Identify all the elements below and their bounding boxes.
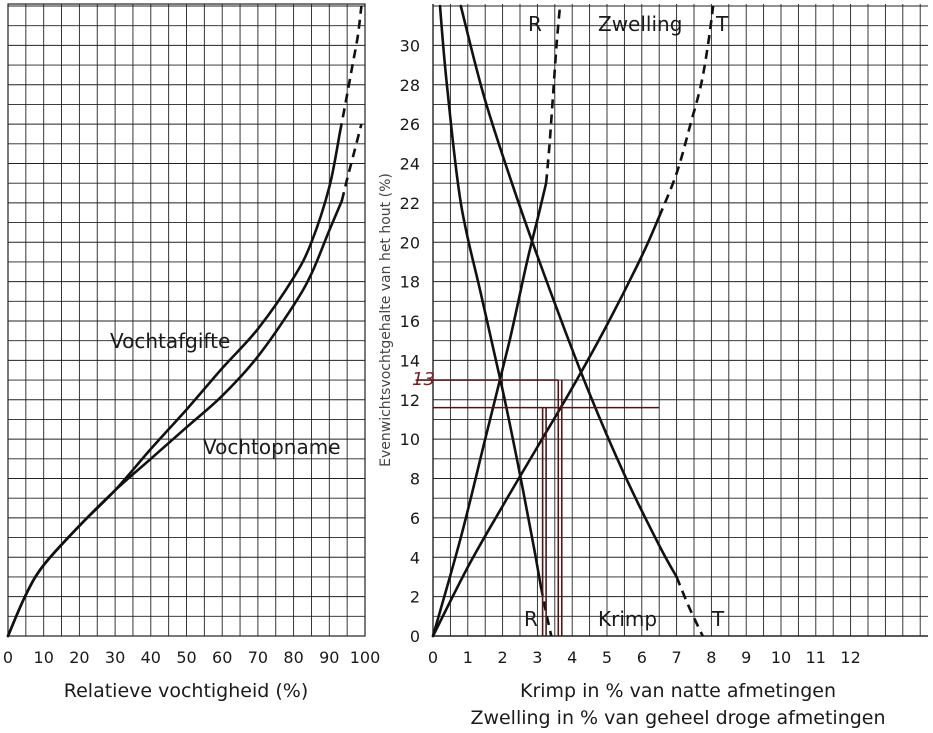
right-x-tick-label: 5	[602, 648, 612, 667]
right-x-tick-label: 2	[498, 648, 508, 667]
left-series-vochtafgifte-dashed	[338, 5, 363, 133]
right-x-tick-label: 6	[637, 648, 647, 667]
right-y-tick-label: 10	[400, 430, 420, 449]
left-x-tick-label: 70	[248, 648, 268, 667]
series-label-vochtopname: Vochtopname	[203, 435, 341, 459]
right-y-tick-label: 6	[410, 509, 420, 528]
left-series-vochtopname-line	[6, 199, 344, 638]
right-y-tick-label: 12	[400, 391, 420, 410]
series-krimp-R-line	[438, 4, 543, 589]
right-x-axis-title-2: Zwelling in % van geheel droge afmetinge…	[470, 707, 885, 729]
left-series-vochtafgifte-line	[6, 130, 342, 638]
right-y-tick-label: 2	[410, 588, 420, 607]
right-x-tick-label: 4	[567, 648, 577, 667]
right-x-tick-label: 9	[741, 648, 751, 667]
label-tangential-bottom: T	[711, 607, 725, 631]
label-radial-bottom: R	[524, 607, 538, 631]
right-chart-grid	[432, 4, 928, 637]
right-y-tick-label: 16	[400, 312, 420, 331]
section-label-zwelling: Zwelling	[598, 12, 682, 36]
right-y-tick-label: 28	[400, 76, 420, 95]
right-y-tick-label: 24	[400, 155, 420, 174]
right-x-tick-label: 3	[532, 648, 542, 667]
label-tangential-top: T	[715, 12, 729, 36]
right-y-tick-label: 0	[410, 627, 420, 646]
right-chart-curves	[431, 4, 715, 638]
series-krimp-T-dashed	[675, 576, 704, 637]
left-chart-curves	[6, 5, 363, 638]
left-x-tick-label: 10	[34, 648, 54, 667]
marker-label-13: 13	[412, 369, 435, 390]
left-x-tick-label: 50	[176, 648, 196, 667]
series-krimp-T-line	[459, 4, 678, 579]
series-zwelling-R-dashed	[544, 5, 562, 184]
left-x-axis-title: Relatieve vochtigheid (%)	[64, 680, 309, 702]
right-y-tick-label: 14	[400, 351, 420, 370]
right-x-tick-labels: 0 1 2 3 4 5 6 7 8 9 10 11 12	[428, 648, 861, 667]
left-x-tick-label: 100	[350, 648, 381, 667]
right-y-tick-label: 8	[410, 470, 420, 489]
right-x-tick-label: 7	[672, 648, 682, 667]
right-x-tick-label: 11	[806, 648, 826, 667]
left-chart-grid	[7, 3, 366, 637]
left-x-tick-label: 30	[105, 648, 125, 667]
right-y-tick-label: 18	[400, 273, 420, 292]
series-zwelling-T-line	[431, 215, 661, 638]
right-y-tick-label: 4	[410, 548, 420, 567]
left-series-vochtopname-dashed	[340, 123, 363, 202]
left-x-tick-label: 40	[141, 648, 161, 667]
series-zwelling-T-dashed	[657, 5, 715, 218]
label-radial-top: R	[528, 12, 542, 36]
left-x-tick-label: 60	[212, 648, 232, 667]
left-x-tick-label: 20	[69, 648, 89, 667]
right-x-axis-title-1: Krimp in % van natte afmetingen	[520, 680, 836, 702]
section-label-krimp: Krimp	[598, 607, 657, 631]
right-y-tick-label: 20	[400, 233, 420, 252]
right-y-axis-title: Evenwichtsvochtgehalte van het hout (%)	[378, 173, 394, 467]
right-x-tick-label: 10	[771, 648, 791, 667]
series-label-vochtafgifte: Vochtafgifte	[110, 329, 230, 353]
left-x-tick-label: 0	[3, 648, 13, 667]
right-x-tick-label: 12	[840, 648, 860, 667]
right-y-tick-label: 22	[400, 194, 420, 213]
right-y-tick-label: 26	[400, 115, 420, 134]
reference-lines	[415, 379, 660, 636]
series-zwelling-R-line	[431, 181, 548, 638]
left-x-tick-label: 90	[319, 648, 339, 667]
right-x-tick-label: 0	[428, 648, 438, 667]
right-x-tick-label: 1	[463, 648, 473, 667]
right-x-tick-label: 8	[706, 648, 716, 667]
right-y-tick-label: 30	[400, 36, 420, 55]
left-x-tick-label: 80	[283, 648, 303, 667]
left-x-tick-labels: 0 10 20 30 40 50 60 70 80 90 100	[3, 648, 380, 667]
